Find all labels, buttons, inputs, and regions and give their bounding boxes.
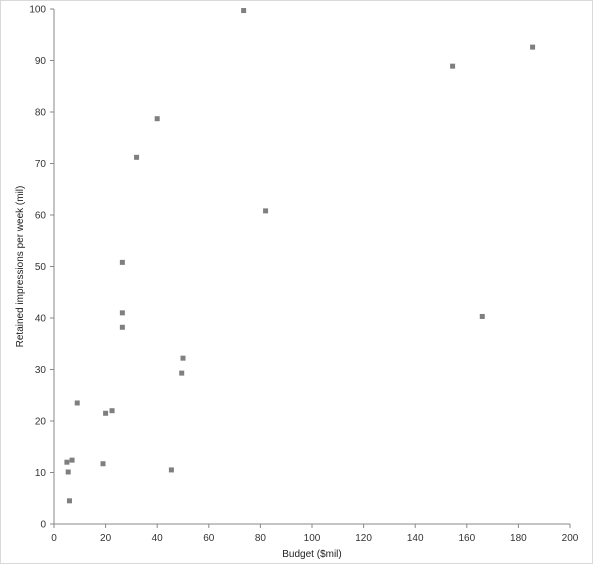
y-tick-label: 20	[35, 417, 47, 428]
y-tick-label: 60	[35, 211, 47, 222]
data-point	[119, 259, 125, 265]
data-point	[100, 461, 106, 467]
data-point	[69, 457, 75, 463]
data-point	[65, 469, 71, 475]
axes	[53, 9, 570, 525]
x-tick-label: 160	[458, 533, 475, 544]
x-tick-label: 80	[255, 533, 267, 544]
x-axis-title: Budget ($mil)	[282, 549, 341, 560]
data-point	[180, 355, 186, 361]
x-tick-label: 120	[355, 533, 372, 544]
data-point	[119, 324, 125, 330]
data-point	[109, 408, 115, 414]
data-point	[154, 116, 160, 122]
y-tick-label: 100	[29, 5, 46, 16]
x-tick-label: 180	[510, 533, 527, 544]
y-axis-ticks: 0 10 20 30 40 50 60 70 80 90 100	[29, 5, 54, 531]
y-tick-label: 80	[35, 108, 47, 119]
x-tick-label: 140	[407, 533, 424, 544]
x-tick-label: 100	[304, 533, 321, 544]
x-tick-label: 0	[51, 533, 57, 544]
data-point	[119, 310, 125, 316]
data-point	[64, 459, 70, 465]
y-axis-title: Retained impressions per week (mil)	[15, 186, 26, 348]
data-point	[134, 154, 140, 160]
x-tick-label: 60	[203, 533, 215, 544]
x-tick-label: 200	[562, 533, 579, 544]
data-point	[74, 400, 80, 406]
y-tick-label: 30	[35, 365, 47, 376]
x-tick-label: 20	[100, 533, 112, 544]
data-point	[103, 410, 109, 416]
y-tick-label: 0	[40, 520, 46, 531]
y-tick-label: 10	[35, 468, 47, 479]
data-point	[168, 467, 174, 473]
y-tick-label: 90	[35, 56, 47, 67]
y-tick-label: 40	[35, 314, 47, 325]
data-point	[263, 208, 269, 214]
x-axis-ticks: 0 20 40 60 80 100 120 140 160 180 200	[51, 524, 579, 544]
data-point	[179, 370, 185, 376]
data-point	[450, 63, 456, 69]
data-point	[241, 8, 247, 14]
y-tick-label: 70	[35, 159, 47, 170]
x-tick-label: 40	[152, 533, 164, 544]
data-points	[64, 8, 536, 504]
y-tick-label: 50	[35, 262, 47, 273]
data-point	[530, 44, 536, 50]
data-point	[66, 498, 72, 504]
data-point	[479, 313, 485, 319]
